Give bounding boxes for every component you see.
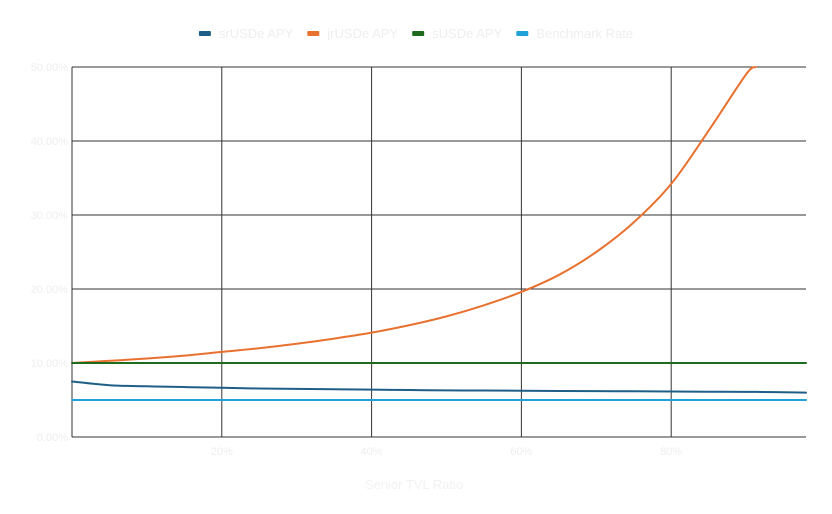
- grid: [71, 66, 806, 438]
- y-tick-label: 20.00%: [31, 284, 69, 296]
- y-tick-label: 40.00%: [31, 136, 69, 148]
- y-tick-label: 10.00%: [31, 358, 69, 370]
- x-tick-label: 40%: [361, 446, 383, 458]
- x-tick-label: 80%: [660, 446, 682, 458]
- legend-label: jrUSDe APY: [326, 26, 398, 41]
- y-axis-ticks: 0.00% 10.00% 20.00% 30.00% 40.00% 50.00%: [31, 62, 69, 444]
- x-axis-title: Senior TVL Ratio: [365, 477, 463, 492]
- legend-swatch: [307, 31, 320, 36]
- legend-swatch: [198, 31, 211, 36]
- y-tick-label: 50.00%: [31, 62, 69, 74]
- series-lines: [71, 66, 807, 401]
- y-tick-label: 0.00%: [37, 432, 68, 444]
- legend-swatch: [412, 31, 425, 36]
- legend-label: sUSDe APY: [432, 26, 502, 41]
- x-axis-ticks: 20% 40% 60% 80%: [211, 446, 683, 458]
- legend-label: Benchmark Rate: [536, 26, 633, 41]
- legend-item: sUSDe APY: [412, 26, 503, 41]
- legend-item: jrUSDe APY: [307, 26, 398, 41]
- series-line-srusde-apy: [71, 380, 807, 394]
- x-tick-label: 20%: [211, 446, 233, 458]
- legend-swatch: [516, 31, 529, 36]
- legend-item: Benchmark Rate: [516, 26, 633, 41]
- series-line-jrusde-apy: [71, 66, 757, 364]
- y-tick-label: 30.00%: [31, 210, 69, 222]
- legend-item: srUSDe APY: [198, 26, 294, 41]
- x-tick-label: 60%: [510, 446, 532, 458]
- legend-label: srUSDe APY: [219, 26, 294, 41]
- legend: srUSDe APY jrUSDe APY sUSDe APY Benchmark R…: [198, 26, 633, 41]
